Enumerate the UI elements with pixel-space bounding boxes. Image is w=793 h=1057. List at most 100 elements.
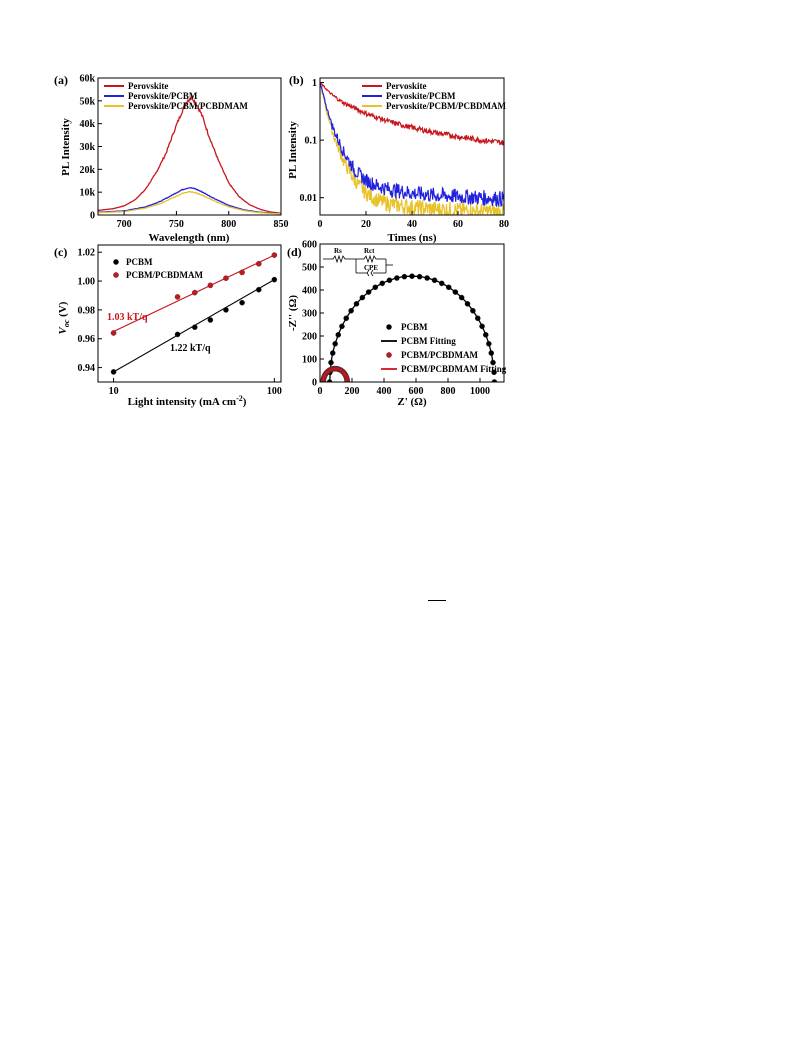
- data-point-black: [255, 286, 262, 293]
- panel-c-voc-light-intensity: (c) 10 100 0.94 0.96 0.98 1.00 1.02 PCBM PCBM/P…: [54, 244, 282, 408]
- panel-d-frame: [319, 243, 505, 383]
- legend-entry-a: Perovskite/PCBM: [128, 91, 198, 101]
- panel-d-xtick-label: 1000: [470, 386, 490, 397]
- legend-entry-d: PCBM Fitting: [401, 336, 456, 346]
- circuit-label-cpe: CPE: [364, 264, 378, 272]
- legend-entry-d: PCBM: [401, 322, 428, 332]
- panel-d-xtick-label: 600: [409, 386, 424, 397]
- panel-a-ylabel: PL Intensity: [60, 118, 72, 176]
- panel-c-xtick-label: 10: [109, 386, 119, 397]
- panel-d-ytick-label: 100: [302, 355, 317, 366]
- legend-entry-b: Pervoskite/PCBM: [386, 91, 456, 101]
- panel-b-legend: PervoskitePervoskite/PCBMPervoskite/PCBM…: [362, 81, 506, 111]
- panel-c-frame: [97, 244, 282, 383]
- data-point-black: [191, 324, 198, 331]
- panel-b-ytick-label: 0.1: [305, 136, 318, 147]
- panel-d-xtick-label: 800: [441, 386, 456, 397]
- panel-a-ytick-label: 60k: [79, 74, 95, 85]
- equivalent-circuit: [323, 254, 393, 277]
- panel-c-ytick-label: 1.00: [78, 277, 96, 288]
- panel-a-ytick-label: 20k: [79, 165, 95, 176]
- panel-b-xtick-label: 20: [361, 219, 371, 230]
- legend-entry-a: Perovskite/PCBM/PCBDMAM: [128, 101, 248, 111]
- panel-c-ylabel: Voc (V): [57, 301, 71, 334]
- panel-d-xtick-label: 0: [318, 386, 323, 397]
- legend-entry-a: Perovskite: [128, 81, 168, 91]
- data-point-red: [239, 269, 245, 276]
- data-point-black: [223, 307, 229, 313]
- panel-a-ytick-label: 40k: [79, 119, 95, 130]
- panel-b-ytick-label: 1: [312, 78, 317, 89]
- panel-label-c: (c): [54, 245, 67, 259]
- panel-c-xtick-label: 100: [267, 386, 282, 397]
- annotation-slope-pcbdmam: 1.03 kT/q: [107, 312, 148, 323]
- panel-a-ytick-label: 0: [90, 211, 95, 222]
- panel-b-ylabel: PL Intensity: [287, 121, 299, 179]
- data-point-red: [223, 275, 229, 281]
- legend-entry-d: PCBM/PCBDMAM: [401, 350, 478, 360]
- series-line-pcbdmam: [98, 190, 281, 215]
- panel-d-ytick-label: 400: [302, 286, 317, 297]
- panel-d-ytick-label: 200: [302, 332, 317, 343]
- panel-a-ytick-label: 10k: [79, 188, 95, 199]
- panel-d-nyquist: (d) 0 200 400 600 800 1000 0 100 200 300 400 500 600…: [287, 240, 507, 409]
- panel-a-xtick-label: 800: [221, 219, 236, 230]
- data-point-red: [191, 289, 198, 296]
- legend-entry-c: PCBM/PCBDMAM: [126, 270, 203, 280]
- panel-d-marks: [320, 273, 498, 382]
- series-line-pcbdmam: [320, 81, 504, 215]
- panel-b-ticks: 0 20 40 60 80 1 0.1 0.01: [300, 78, 510, 230]
- panel-a-legend: PerovskitePerovskite/PCBMPerovskite/PCBM…: [104, 81, 248, 111]
- panel-a-xtick-label: 850: [274, 219, 289, 230]
- panel-a-xtick-label: 750: [169, 219, 184, 230]
- panel-b-xlabel: Times (ns): [388, 232, 437, 244]
- fit-curve-black: [328, 275, 494, 382]
- panel-a-lines: [98, 93, 281, 215]
- data-point-red: [271, 252, 278, 258]
- panel-label-a: (a): [54, 73, 68, 87]
- data-point-red: [207, 282, 214, 289]
- panel-a-ytick-label: 30k: [79, 142, 95, 153]
- data-point-red: [110, 330, 117, 336]
- series-line-perovskite: [98, 93, 281, 214]
- panel-d-ylabel: -Z'' (Ω): [287, 295, 299, 331]
- legend-entry-b: Pervoskite/PCBM/PCBDMAM: [386, 101, 506, 111]
- panel-d-ticks: 0 200 400 600 800 1000 0 100 200 300 400 500 600: [302, 240, 490, 398]
- panel-b-xtick-label: 0: [318, 219, 323, 230]
- panel-b-xtick-label: 80: [499, 219, 509, 230]
- panel-c-marks: [110, 252, 278, 375]
- series-line-perovskite: [320, 82, 504, 146]
- panel-c-legend: PCBM PCBM/PCBDMAM: [113, 257, 203, 280]
- data-point-red: [174, 294, 181, 300]
- panel-a-ytick-label: 50k: [79, 96, 95, 107]
- panel-c-ticks: 10 100 0.94 0.96 0.98 1.00 1.02: [78, 248, 282, 397]
- panel-a-xlabel: Wavelength (nm): [149, 232, 230, 244]
- data-point-black: [207, 317, 214, 323]
- panel-d-ytick-label: 500: [302, 263, 317, 274]
- panel-d-ytick-label: 300: [302, 309, 317, 320]
- data-point-black: [491, 369, 497, 376]
- legend-marker-d: [386, 352, 392, 358]
- circuit-label-rct: Rct: [364, 247, 375, 255]
- legend-entry-b: Pervoskite: [386, 81, 427, 91]
- panel-b-xtick-label: 60: [453, 219, 463, 230]
- data-point-red: [255, 260, 262, 267]
- data-point-black: [239, 299, 245, 306]
- panel-b-ytick-label: 0.01: [300, 193, 318, 204]
- panel-a-ticks: 700 750 800 850 0 10k 20k 30k 40k 50k 60k: [79, 74, 288, 231]
- fit-curve-red: [322, 367, 348, 382]
- data-point-black: [110, 369, 117, 375]
- panel-c-xlabel: Light intensity (mA cm-2): [128, 394, 247, 408]
- data-point-black: [174, 331, 181, 338]
- annotation-slope-pcbm: 1.22 kT/q: [170, 343, 211, 354]
- panel-label-b: (b): [289, 73, 304, 87]
- legend-marker-d: [386, 324, 392, 330]
- series-line-pcbm: [320, 81, 504, 208]
- panel-d-xlabel: Z' (Ω): [397, 396, 427, 408]
- data-point-black: [271, 276, 278, 283]
- panel-b-lines: [320, 81, 504, 215]
- panel-a-pl-spectra: (a) 700 750 800 850 0 10k 20k 30k 40k 50k 60k Pero…: [54, 73, 289, 244]
- legend-marker-c: [113, 259, 119, 265]
